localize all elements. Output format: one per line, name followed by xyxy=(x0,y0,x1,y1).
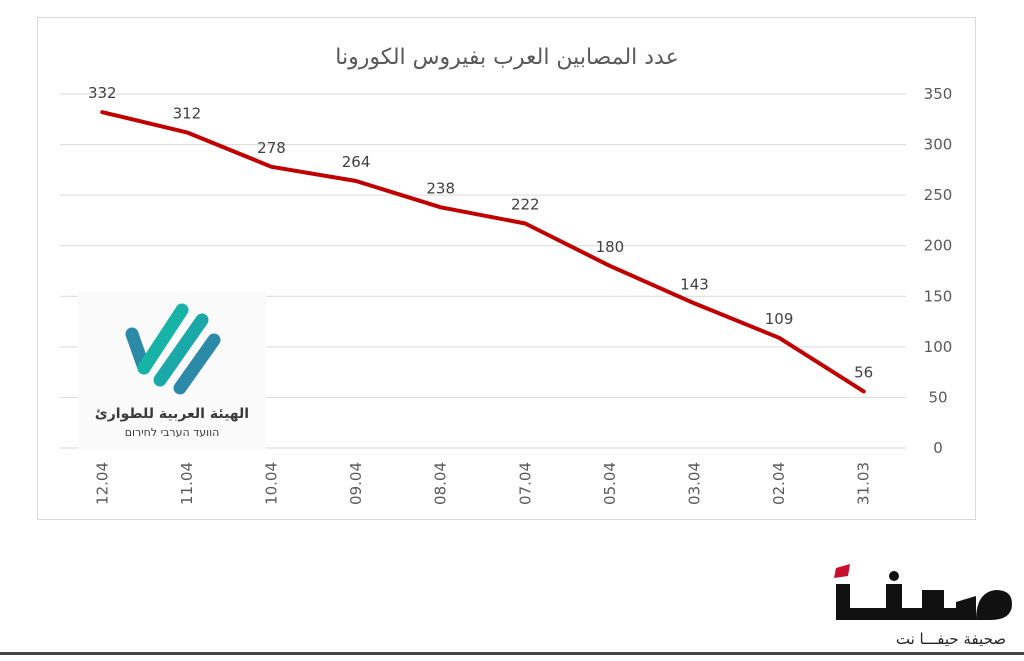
line-chart: عدد المصابين العرب بفيروس الكورونا 0 50 10… xyxy=(60,45,953,505)
brand-tagline: صحيفة حيفـــا نت xyxy=(895,630,1006,648)
haifa-net-brand: صحيفة حيفـــا نت xyxy=(826,562,1018,652)
x-tick-label: 09.04 xyxy=(347,462,365,505)
x-axis-ticks: 12.04 11.04 10.04 09.04 08.04 07.04 05.04 03.04… xyxy=(93,462,872,505)
chart-title: عدد المصابين العرب بفيروس الكورونا xyxy=(335,45,678,70)
x-tick-label: 10.04 xyxy=(263,462,281,505)
data-label: 180 xyxy=(596,238,625,256)
check-stripes-icon xyxy=(125,303,221,395)
data-label: 222 xyxy=(511,195,540,213)
y-axis-ticks: 0 50 100 150 200 250 300 350 xyxy=(924,85,953,457)
x-tick-label: 11.04 xyxy=(178,462,196,505)
data-label: 278 xyxy=(257,139,286,157)
y-tick-label: 150 xyxy=(924,287,953,305)
y-tick-label: 50 xyxy=(928,388,947,406)
y-tick-label: 250 xyxy=(924,186,953,204)
bottom-divider xyxy=(0,652,1024,655)
x-tick-label: 31.03 xyxy=(855,462,873,505)
x-tick-label: 05.04 xyxy=(601,462,619,505)
data-label: 143 xyxy=(680,275,709,293)
data-label: 332 xyxy=(88,84,117,102)
y-tick-label: 0 xyxy=(933,439,943,457)
data-label: 56 xyxy=(854,363,873,381)
data-label: 109 xyxy=(765,310,794,328)
data-labels: 332 312 278 264 238 222 180 143 109 56 xyxy=(88,84,873,381)
emergency-committee-logo: الهيئة العربية للطوارئ הוועד הערבי לחירו… xyxy=(78,292,266,450)
y-tick-label: 300 xyxy=(924,136,953,154)
logo-name: الهيئة العربية للطوارئ xyxy=(94,406,250,422)
y-tick-label: 100 xyxy=(924,338,953,356)
x-tick-label: 12.04 xyxy=(93,462,111,505)
data-label: 238 xyxy=(426,179,455,197)
series-line xyxy=(100,110,866,394)
x-tick-label: 02.04 xyxy=(770,462,788,505)
x-tick-label: 08.04 xyxy=(432,462,450,505)
x-tick-label: 07.04 xyxy=(516,462,534,505)
data-label: 264 xyxy=(342,153,371,171)
haifa-net-wordmark-icon xyxy=(834,564,1012,620)
y-tick-label: 350 xyxy=(924,85,953,103)
logo-subtitle: הוועד הערבי לחירום xyxy=(124,426,220,439)
y-tick-label: 200 xyxy=(924,237,953,255)
x-tick-label: 03.04 xyxy=(686,462,704,505)
data-label: 312 xyxy=(173,104,202,122)
